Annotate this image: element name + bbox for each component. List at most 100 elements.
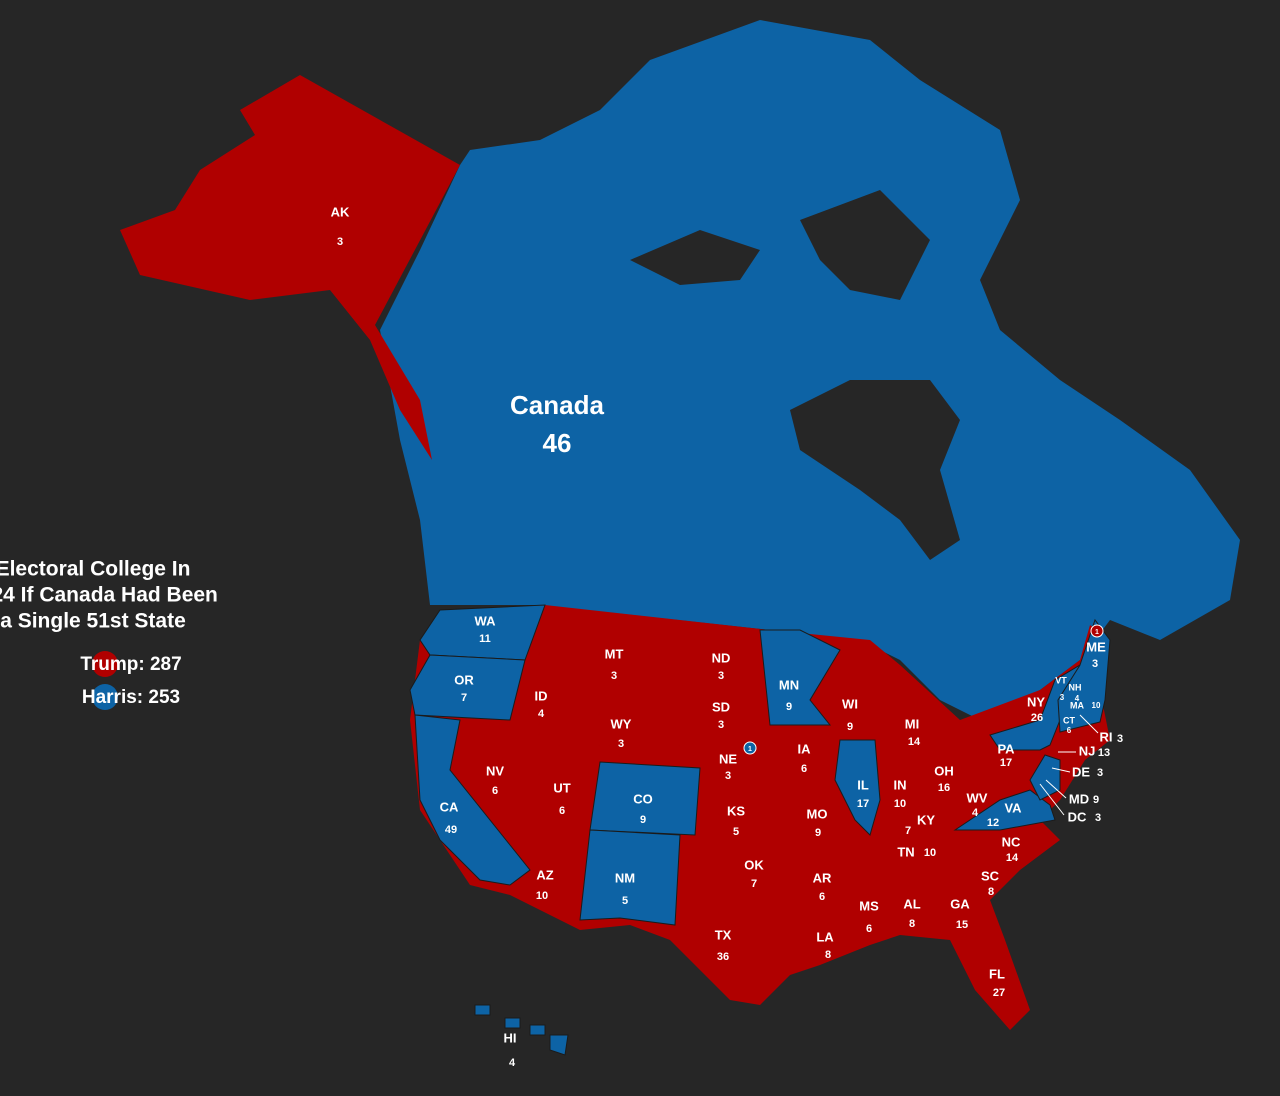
district-votes: 1 [1095, 629, 1099, 636]
region-votes: 3 [1095, 812, 1101, 824]
region-shape [589, 761, 701, 836]
region-label: Canada [510, 390, 604, 420]
region-votes: 17 [857, 798, 869, 810]
region-label: WV [967, 790, 988, 805]
region-votes: 9 [786, 701, 792, 713]
region-shape [834, 739, 881, 836]
region-label: AZ [536, 867, 553, 882]
region-votes: 10 [1092, 701, 1101, 710]
region-label: RI [1100, 729, 1113, 744]
region-votes: 6 [866, 923, 872, 935]
region-label: ID [535, 688, 548, 703]
region-votes: 10 [894, 798, 906, 810]
region-label: AL [903, 896, 920, 911]
callout-line [1051, 767, 1071, 773]
region-label: CA [440, 799, 459, 814]
region-votes: 6 [559, 805, 565, 817]
region-votes: 14 [1006, 852, 1019, 864]
region-label: KY [917, 812, 935, 827]
region-shape [1029, 754, 1061, 801]
region-label: NM [615, 870, 635, 885]
region-label: LA [816, 929, 834, 944]
region-label: NY [1027, 694, 1045, 709]
region-votes: 4 [509, 1057, 516, 1069]
region-label: OR [454, 672, 474, 687]
region-label: CT [1063, 715, 1075, 725]
region-votes: 6 [801, 763, 807, 775]
region-label: VT [1055, 675, 1067, 685]
region-shape [759, 629, 841, 726]
region-label: NE [719, 751, 737, 766]
region-label: UT [553, 780, 570, 795]
region-label: TN [897, 844, 914, 859]
title: 2024 If Canada Had Been [0, 584, 218, 607]
region-shape [409, 654, 526, 721]
region-votes: 16 [938, 782, 950, 794]
region-label: SC [981, 868, 1000, 883]
region-label: MA [1070, 700, 1084, 710]
region-votes: 3 [1117, 733, 1123, 745]
region-votes: 4 [1075, 694, 1080, 703]
region-votes: 13 [1098, 747, 1110, 759]
region-label: NV [486, 763, 504, 778]
water [800, 190, 930, 300]
region-label: DC [1068, 809, 1087, 824]
region-votes: 3 [1092, 658, 1098, 670]
region-label: NH [1069, 682, 1082, 692]
region-label: CO [633, 791, 653, 806]
region-label: TX [715, 927, 732, 942]
title: Electoral College In [0, 558, 190, 581]
region-label: MD [1069, 791, 1089, 806]
region-votes: 8 [825, 949, 831, 961]
water [790, 380, 960, 560]
region-votes: 8 [909, 918, 915, 930]
region-votes: 3 [725, 770, 731, 782]
region-votes: 4 [972, 807, 979, 819]
region-label: ND [712, 650, 731, 665]
region-label: GA [950, 896, 970, 911]
region-shape [474, 1004, 491, 1016]
region-votes: 3 [618, 738, 624, 750]
region-votes: 3 [611, 670, 617, 682]
region-shape [529, 1024, 546, 1036]
region-votes: 7 [905, 825, 911, 837]
region-label: IA [798, 741, 812, 756]
region-label: ME [1086, 639, 1106, 654]
region-shape [549, 1034, 569, 1056]
region-votes: 26 [1031, 712, 1043, 724]
region-votes: 7 [461, 692, 467, 704]
region-votes: 3 [1060, 693, 1065, 702]
legend-swatch [92, 651, 118, 677]
region-shape [579, 829, 681, 926]
region-votes: 4 [538, 708, 545, 720]
region-label: OH [934, 763, 954, 778]
callout-line [1045, 779, 1067, 799]
region-label: AR [813, 870, 832, 885]
title: a Single 51st State [0, 610, 186, 633]
region-votes: 3 [1097, 767, 1103, 779]
region-shape [414, 714, 531, 886]
legend-swatch [92, 684, 118, 710]
region-votes: 11 [479, 633, 491, 645]
legend-label: Harris: 253 [82, 687, 180, 708]
region-label: HI [504, 1030, 517, 1045]
region-label: MI [905, 716, 919, 731]
region-label: NJ [1079, 743, 1096, 758]
region-label: MO [807, 806, 828, 821]
region-label: AK [331, 204, 350, 219]
region-votes: 6 [492, 785, 498, 797]
region-votes: 5 [733, 826, 739, 838]
region-votes: 8 [988, 886, 994, 898]
region-votes: 3 [337, 236, 343, 248]
region-shape [120, 75, 460, 460]
region-votes: 46 [543, 428, 572, 458]
region-label: NC [1002, 834, 1021, 849]
callout-line [1079, 714, 1099, 734]
region-votes: 5 [622, 895, 628, 907]
region-shape [380, 20, 1240, 720]
land-base [410, 605, 1110, 1030]
region-label: FL [989, 966, 1005, 981]
region-votes: 36 [717, 951, 729, 963]
